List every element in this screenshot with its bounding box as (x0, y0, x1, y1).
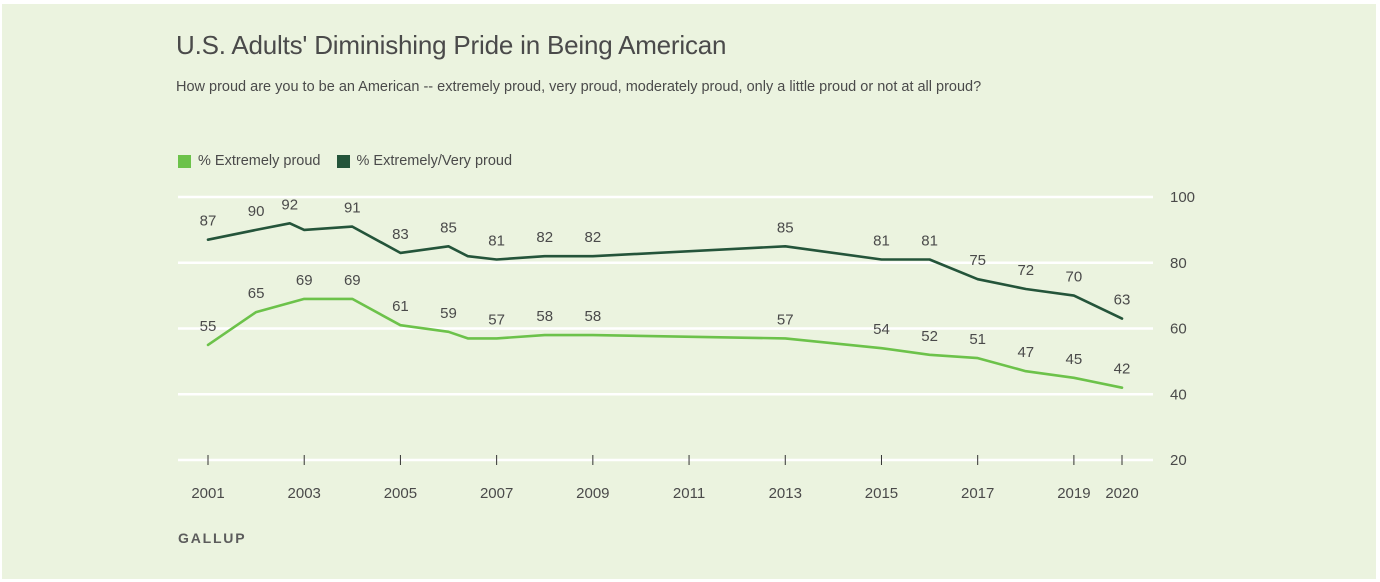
y-tick-label: 100 (1170, 189, 1195, 206)
data-label: 59 (440, 305, 457, 322)
x-tick-label: 2019 (1057, 485, 1090, 502)
data-label: 81 (488, 232, 505, 249)
chart-legend: % Extremely proud % Extremely/Very proud (178, 153, 528, 169)
y-tick-label: 20 (1170, 452, 1187, 469)
data-label: 42 (1114, 361, 1131, 378)
x-tick-label: 2020 (1105, 485, 1138, 502)
series-lines (206, 222, 1124, 390)
chart-panel (2, 4, 1376, 579)
legend-label-extremely: % Extremely proud (198, 153, 321, 169)
data-label: 82 (584, 229, 601, 246)
data-label: 58 (536, 308, 553, 325)
data-label: 91 (344, 200, 361, 217)
data-label: 61 (392, 298, 409, 315)
data-label: 72 (1017, 262, 1034, 279)
data-label: 52 (921, 328, 938, 345)
y-tick-label: 80 (1170, 255, 1187, 272)
data-label: 47 (1017, 344, 1034, 361)
series-line-extremely-proud (206, 297, 1124, 390)
data-label: 69 (344, 272, 361, 289)
data-label: 75 (969, 252, 986, 269)
legend-swatch-extremely-very (336, 154, 350, 168)
data-label: 55 (200, 318, 217, 335)
source-label: GALLUP (178, 530, 247, 546)
x-tick-label: 2005 (384, 485, 417, 502)
data-label: 45 (1066, 351, 1083, 368)
data-label: 65 (248, 285, 265, 302)
data-label: 81 (873, 232, 890, 249)
series-line-extremely-very-proud (206, 222, 1124, 320)
x-tick-label: 2001 (191, 485, 224, 502)
data-label: 83 (392, 226, 409, 243)
data-label: 85 (440, 219, 457, 236)
data-label: 90 (248, 203, 265, 220)
legend-label-extremely-very: % Extremely/Very proud (356, 153, 513, 169)
chart-subtitle: How proud are you to be an American -- e… (176, 79, 982, 95)
data-label: 82 (536, 229, 553, 246)
x-tick-label: 2015 (865, 485, 898, 502)
legend-item-extremely-very: % Extremely/Very proud (336, 153, 513, 169)
y-tick-label: 40 (1170, 386, 1187, 403)
x-tick-label: 2003 (288, 485, 321, 502)
data-label: 51 (969, 331, 986, 348)
data-label: 85 (777, 219, 794, 236)
x-tick-label: 2013 (769, 485, 802, 502)
data-label: 57 (777, 311, 794, 328)
data-label: 81 (921, 232, 938, 249)
x-axis-ticks: 2001 2003 2005 2007 2009 2011 2013 2015 2017 2019… (191, 455, 1139, 502)
data-label: 63 (1114, 292, 1131, 309)
y-tick-label: 60 (1170, 321, 1187, 338)
data-label: 92 (281, 196, 298, 213)
data-label: 58 (584, 308, 601, 325)
x-tick-label: 2011 (673, 485, 705, 502)
data-label: 54 (873, 321, 890, 338)
gridlines: 20 40 60 80 100 (178, 189, 1195, 469)
data-label: 87 (200, 213, 217, 230)
x-tick-label: 2017 (961, 485, 994, 502)
legend-swatch-extremely (178, 154, 191, 168)
data-label: 57 (488, 311, 505, 328)
data-labels: 87 90 92 91 83 85 81 82 82 85 81 81 75 72 70 63 55 65 69 69… (200, 196, 1131, 377)
data-label: 69 (296, 272, 313, 289)
legend-item-extremely: % Extremely proud (178, 153, 321, 169)
chart-title: U.S. Adults' Diminishing Pride in Being … (176, 30, 727, 60)
x-tick-label: 2007 (480, 485, 513, 502)
x-tick-label: 2009 (576, 485, 609, 502)
data-label: 70 (1066, 269, 1083, 286)
